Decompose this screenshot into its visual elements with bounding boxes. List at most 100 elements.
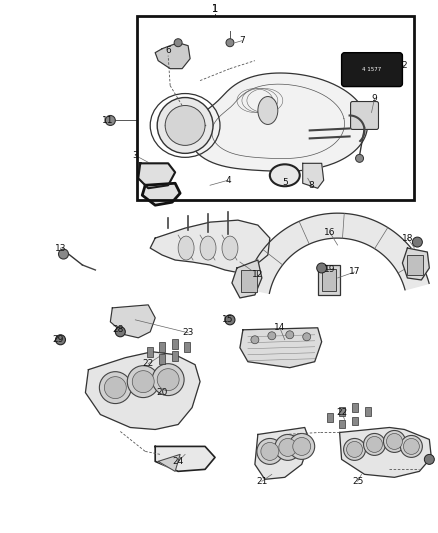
Ellipse shape bbox=[261, 442, 279, 461]
Ellipse shape bbox=[346, 441, 363, 457]
Bar bbox=[327, 413, 332, 422]
Bar bbox=[159, 342, 165, 352]
Bar bbox=[407, 255, 424, 275]
Polygon shape bbox=[339, 427, 431, 478]
Text: 12: 12 bbox=[252, 270, 264, 279]
Text: 29: 29 bbox=[53, 335, 64, 344]
Text: 20: 20 bbox=[156, 388, 168, 397]
Ellipse shape bbox=[200, 236, 216, 260]
Bar bbox=[147, 347, 153, 357]
Ellipse shape bbox=[258, 96, 278, 124]
Text: 25: 25 bbox=[352, 477, 363, 486]
Bar bbox=[339, 419, 345, 429]
Ellipse shape bbox=[106, 116, 115, 125]
Polygon shape bbox=[245, 213, 429, 293]
Ellipse shape bbox=[127, 366, 159, 398]
Text: 4 1577: 4 1577 bbox=[362, 67, 381, 72]
Text: 17: 17 bbox=[349, 268, 360, 277]
Ellipse shape bbox=[174, 39, 182, 47]
Ellipse shape bbox=[367, 437, 382, 453]
Text: 11: 11 bbox=[102, 116, 113, 125]
Ellipse shape bbox=[384, 431, 406, 453]
Ellipse shape bbox=[289, 433, 314, 459]
Bar bbox=[241, 270, 257, 292]
Ellipse shape bbox=[59, 249, 68, 259]
Ellipse shape bbox=[115, 327, 125, 337]
Polygon shape bbox=[138, 163, 175, 188]
Bar bbox=[352, 416, 357, 425]
Text: 23: 23 bbox=[182, 328, 194, 337]
Text: 8: 8 bbox=[309, 181, 314, 190]
Text: 1: 1 bbox=[212, 4, 218, 14]
Bar bbox=[159, 354, 165, 364]
Ellipse shape bbox=[251, 336, 259, 344]
Text: 9: 9 bbox=[371, 94, 378, 103]
Ellipse shape bbox=[279, 439, 297, 456]
Bar bbox=[364, 407, 371, 416]
Ellipse shape bbox=[424, 455, 434, 464]
Ellipse shape bbox=[317, 263, 327, 273]
Ellipse shape bbox=[364, 433, 385, 455]
Text: 28: 28 bbox=[113, 325, 124, 334]
Text: 22: 22 bbox=[336, 408, 347, 417]
Ellipse shape bbox=[268, 332, 276, 340]
Text: 19: 19 bbox=[324, 265, 336, 274]
Polygon shape bbox=[85, 352, 200, 430]
Text: 15: 15 bbox=[222, 316, 234, 324]
Ellipse shape bbox=[226, 39, 234, 47]
Text: 2: 2 bbox=[402, 61, 407, 70]
Ellipse shape bbox=[165, 106, 205, 146]
Ellipse shape bbox=[413, 237, 422, 247]
Ellipse shape bbox=[400, 435, 422, 457]
Text: 1: 1 bbox=[212, 4, 218, 14]
Ellipse shape bbox=[178, 236, 194, 260]
Bar bbox=[339, 407, 345, 416]
FancyBboxPatch shape bbox=[350, 101, 378, 130]
Polygon shape bbox=[155, 447, 215, 471]
Polygon shape bbox=[240, 328, 321, 368]
Text: 6: 6 bbox=[165, 46, 171, 55]
Ellipse shape bbox=[132, 370, 154, 393]
Ellipse shape bbox=[152, 364, 184, 395]
Ellipse shape bbox=[225, 315, 235, 325]
Ellipse shape bbox=[99, 372, 131, 403]
Polygon shape bbox=[403, 248, 429, 280]
Text: 7: 7 bbox=[239, 36, 245, 45]
Text: 5: 5 bbox=[282, 178, 288, 187]
Polygon shape bbox=[110, 305, 155, 338]
Ellipse shape bbox=[275, 434, 301, 461]
Text: 21: 21 bbox=[256, 477, 268, 486]
Text: 18: 18 bbox=[402, 233, 413, 243]
Bar bbox=[172, 339, 178, 349]
Polygon shape bbox=[155, 43, 190, 69]
Polygon shape bbox=[190, 73, 367, 171]
Ellipse shape bbox=[157, 369, 179, 391]
Polygon shape bbox=[232, 260, 262, 298]
Polygon shape bbox=[303, 163, 324, 188]
Bar bbox=[172, 351, 178, 361]
Text: 4: 4 bbox=[225, 176, 231, 185]
Polygon shape bbox=[158, 455, 180, 471]
Ellipse shape bbox=[343, 439, 366, 461]
Ellipse shape bbox=[293, 438, 311, 455]
Ellipse shape bbox=[303, 333, 311, 341]
Polygon shape bbox=[142, 183, 180, 205]
Ellipse shape bbox=[386, 433, 403, 449]
Bar bbox=[352, 402, 357, 411]
Text: 22: 22 bbox=[143, 359, 154, 368]
Text: 3: 3 bbox=[132, 151, 138, 160]
Ellipse shape bbox=[222, 236, 238, 260]
Ellipse shape bbox=[257, 439, 283, 464]
Text: 13: 13 bbox=[55, 244, 66, 253]
FancyBboxPatch shape bbox=[342, 53, 403, 86]
Bar bbox=[137, 16, 414, 200]
Text: 14: 14 bbox=[274, 324, 286, 332]
Polygon shape bbox=[255, 427, 310, 479]
Ellipse shape bbox=[286, 331, 294, 339]
Polygon shape bbox=[150, 220, 270, 272]
Ellipse shape bbox=[356, 155, 364, 163]
Ellipse shape bbox=[157, 98, 213, 154]
Text: 16: 16 bbox=[324, 228, 336, 237]
Ellipse shape bbox=[56, 335, 66, 345]
Bar bbox=[184, 342, 190, 352]
